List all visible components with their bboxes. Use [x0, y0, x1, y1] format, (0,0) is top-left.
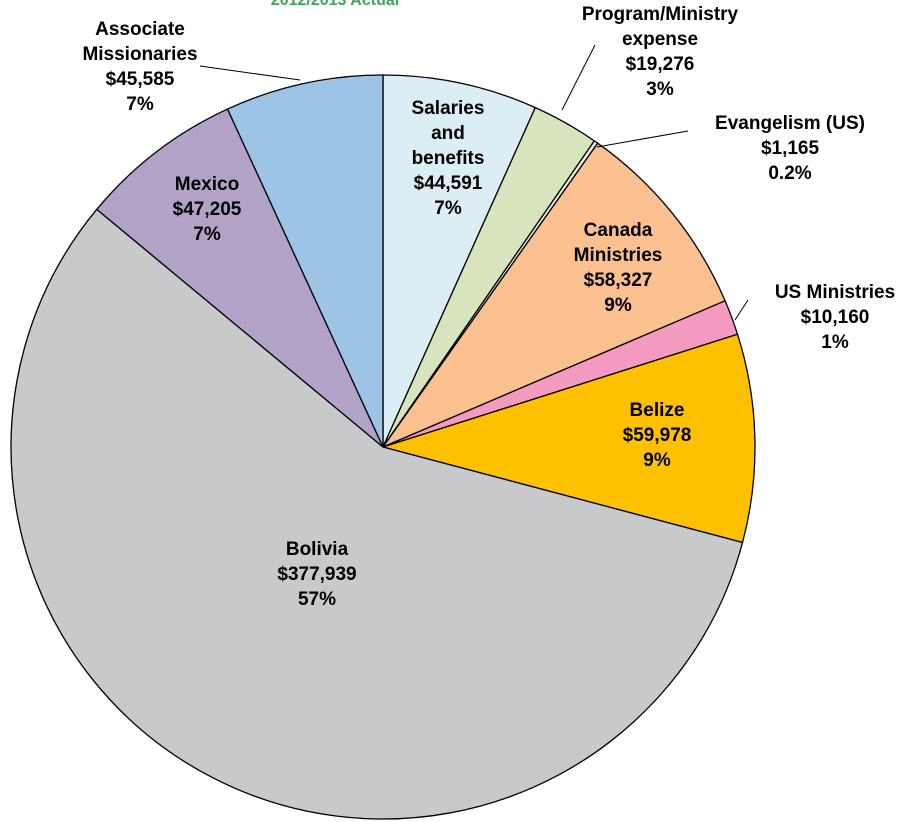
slice-label: Associate Missionaries $45,585 7% — [60, 17, 220, 117]
pie-slice — [381, 142, 726, 449]
slice-label: US Ministries $10,160 1% — [735, 280, 915, 355]
category-label: US Ministries — [774, 282, 896, 303]
category-label: Program/Ministry expense — [581, 4, 739, 50]
category-label: Canada Ministries — [573, 220, 663, 266]
chart-title: 2012/2013 Actual — [270, 0, 400, 9]
value-label: $58,327 — [583, 270, 653, 291]
percent-label: 57% — [297, 589, 337, 610]
value-label: $19,276 — [625, 54, 695, 75]
value-label: $377,939 — [277, 564, 357, 585]
percent-label: 9% — [643, 450, 671, 471]
value-label: $59,978 — [622, 425, 692, 446]
slice-label: Salaries and benefits $44,591 7% — [393, 96, 503, 221]
slice-label: Program/Ministry expense $19,276 3% — [560, 2, 760, 102]
leader-line — [199, 65, 301, 81]
category-label: Mexico — [174, 174, 240, 195]
percent-label: 9% — [604, 295, 632, 316]
slice-label: Mexico $47,205 7% — [147, 172, 267, 247]
percent-label: 0.2% — [768, 163, 812, 184]
leader-line — [596, 130, 689, 148]
value-label: $10,160 — [800, 307, 870, 328]
pie-slice — [95, 108, 384, 448]
percent-label: 7% — [434, 198, 462, 219]
category-label: Evangelism (US) — [715, 113, 865, 134]
pie-slice — [10, 208, 744, 820]
slice-label: Evangelism (US) $1,165 0.2% — [690, 111, 890, 186]
category-label: Associate Missionaries — [82, 19, 198, 65]
value-label: $47,205 — [172, 199, 242, 220]
slice-label: Canada Ministries $58,327 9% — [548, 218, 688, 318]
slice-label: Belize $59,978 9% — [597, 398, 717, 473]
value-label: $45,585 — [105, 69, 175, 90]
category-label: Belize — [629, 400, 685, 421]
percent-label: 7% — [126, 94, 154, 115]
percent-label: 7% — [193, 224, 221, 245]
percent-label: 1% — [821, 332, 849, 353]
pie-slice — [380, 333, 756, 544]
leader-line — [561, 44, 596, 111]
pie-slice — [226, 74, 384, 448]
percent-label: 3% — [646, 79, 674, 100]
value-label: $44,591 — [413, 173, 483, 194]
slice-label: Bolivia $377,939 57% — [247, 537, 387, 612]
value-label: $1,165 — [760, 138, 820, 159]
category-label: Bolivia — [285, 539, 349, 560]
leader-line — [734, 299, 749, 321]
pie-slice — [382, 74, 537, 448]
category-label: Salaries and benefits — [411, 98, 485, 169]
